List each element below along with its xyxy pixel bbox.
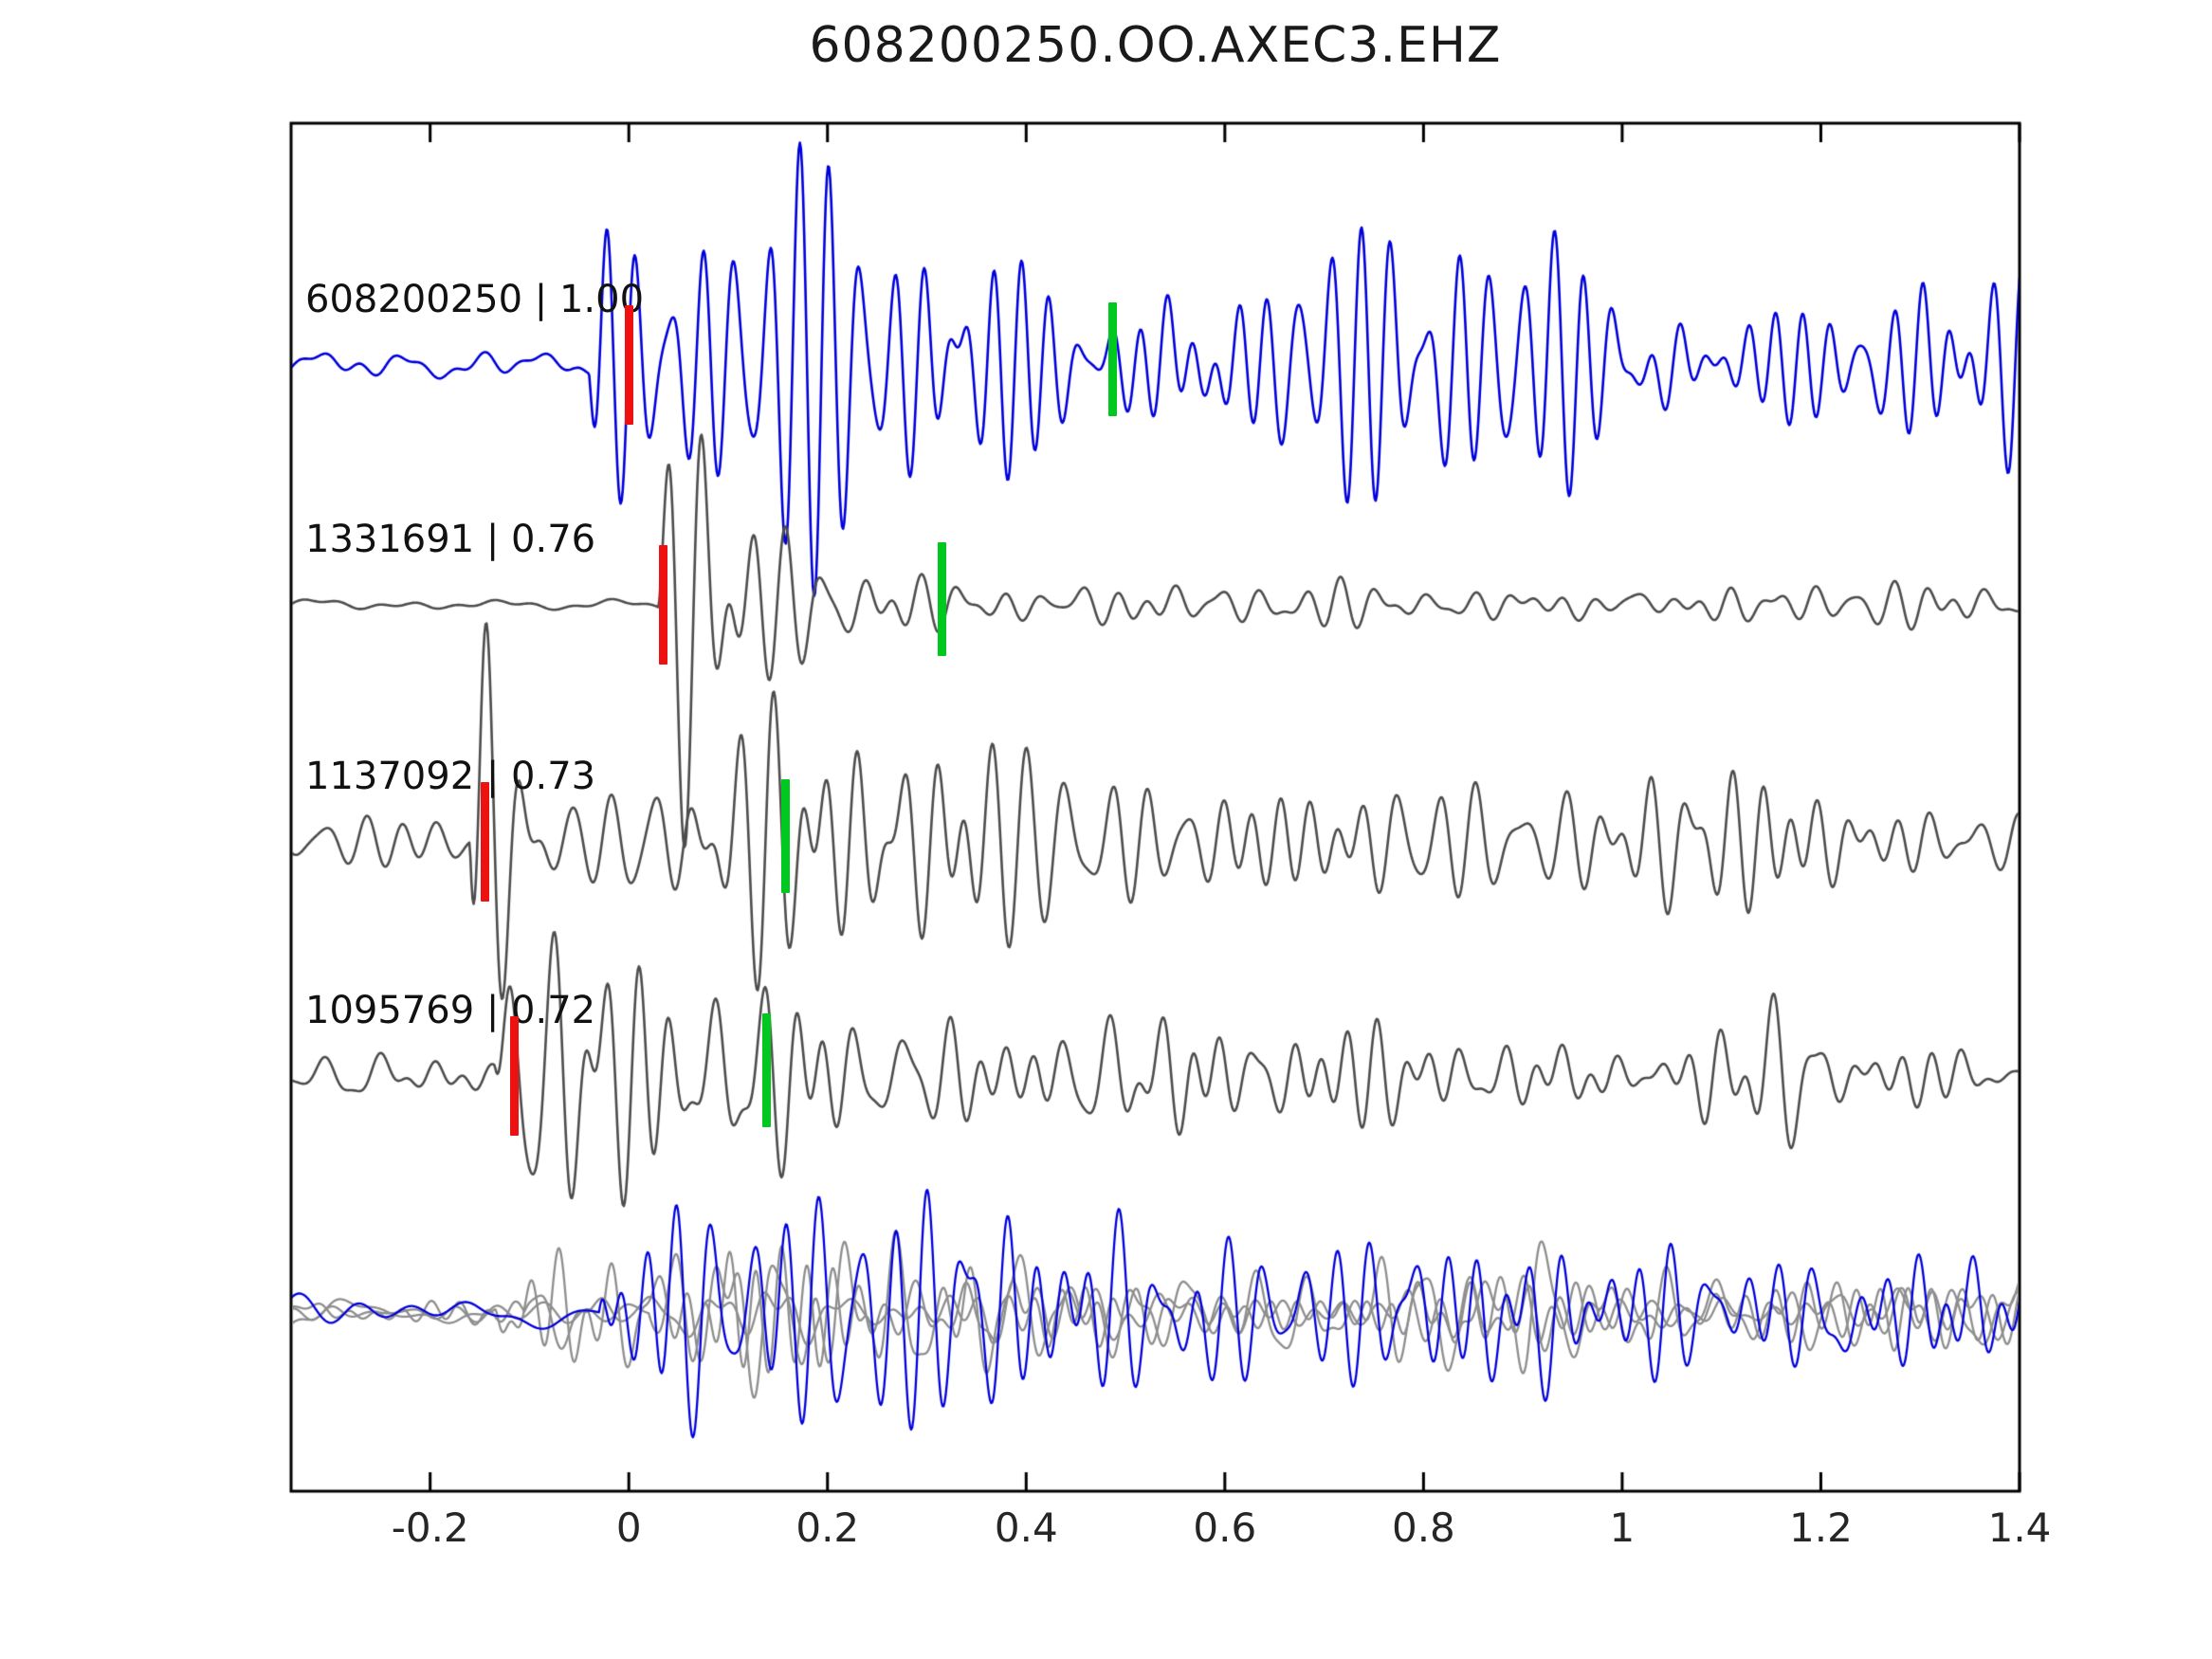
figure-title: 608200250.OO.AXEC3.EHZ: [809, 17, 1502, 74]
